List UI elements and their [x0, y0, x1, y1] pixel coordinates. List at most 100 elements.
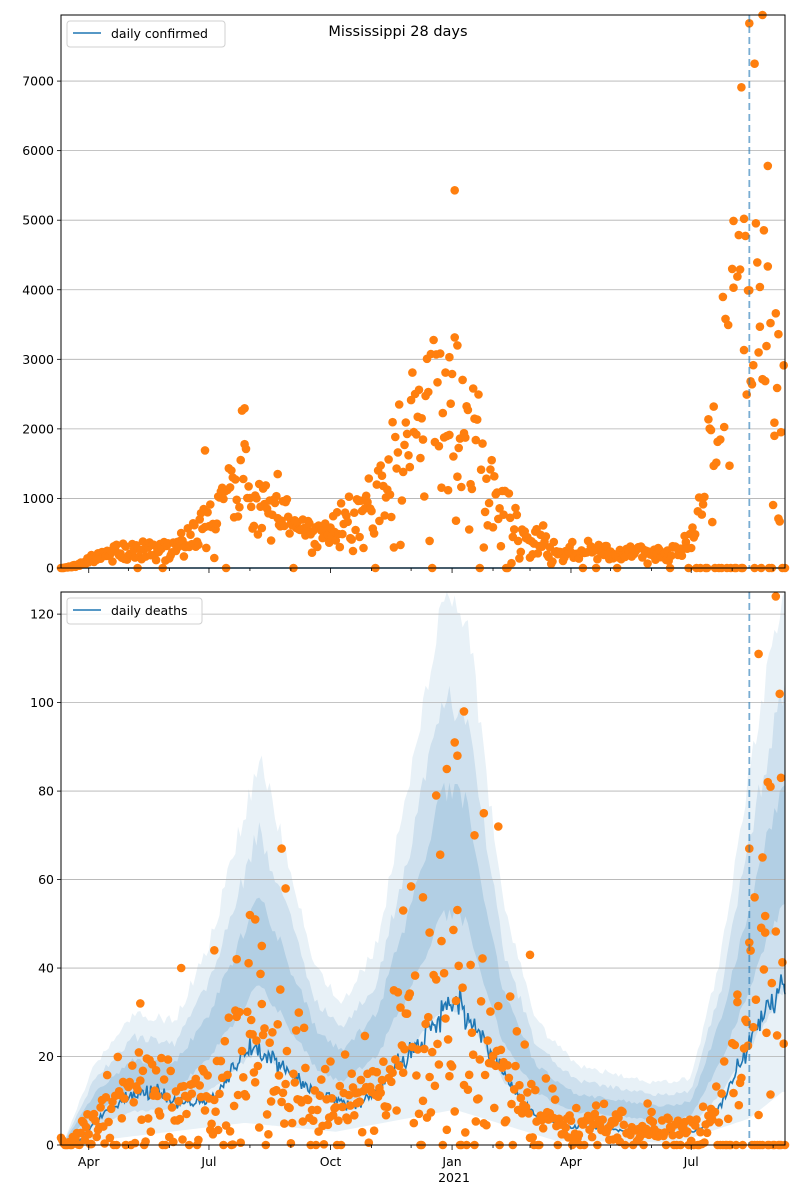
deaths-point-92	[178, 1135, 187, 1144]
deaths-point-487	[700, 1138, 709, 1147]
confirmed-point-272	[416, 453, 425, 463]
deaths-point-153	[258, 1030, 268, 1040]
deaths-point-542	[772, 1031, 782, 1040]
deaths-point-60	[136, 1076, 145, 1085]
deaths-legend-label: daily deaths	[111, 603, 188, 618]
confirmed-point-152	[257, 523, 267, 533]
deaths-point-99	[187, 1089, 197, 1098]
confirmed-point-308	[463, 405, 473, 415]
x-tick-label-5: Apr	[560, 1154, 582, 1169]
deaths-point-331	[494, 1001, 503, 1011]
confirmed-point-274	[418, 435, 428, 444]
deaths-point-119	[213, 1125, 223, 1135]
deaths-points	[56, 592, 790, 1150]
deaths-point-194	[313, 1105, 322, 1115]
deaths-y-tick-label-2: 40	[38, 961, 54, 976]
deaths-point-183	[298, 1117, 308, 1126]
deaths-y-tick-label-1: 20	[38, 1049, 54, 1064]
deaths-point-567	[479, 808, 489, 818]
confirmed-point-551	[273, 469, 283, 479]
confirmed-point-563	[763, 161, 773, 171]
confirmed-point-361	[533, 549, 543, 558]
deaths-point-328	[490, 1103, 499, 1113]
confirmed-point-286	[434, 441, 444, 451]
confirmed-point-252	[389, 543, 399, 552]
deaths-point-242	[376, 1088, 386, 1098]
confirmed-point-341	[507, 558, 516, 568]
deaths-point-55	[129, 1098, 138, 1107]
confirmed-point-190	[307, 548, 317, 557]
deaths-point-534	[762, 1028, 771, 1038]
deaths-point-569	[525, 950, 535, 960]
deaths-point-566	[470, 831, 479, 840]
confirmed-point-527	[753, 258, 762, 267]
confirmed-point-128	[225, 483, 235, 492]
deaths-point-386	[566, 1116, 576, 1125]
confirmed-point-209	[332, 508, 342, 517]
deaths-point-339	[504, 1073, 514, 1083]
deaths-point-185	[301, 1063, 310, 1073]
confirmed-point-194	[313, 542, 322, 552]
confirmed-point-245	[380, 511, 390, 520]
confirmed-y-tick-label-1: 1000	[22, 491, 54, 506]
deaths-point-126	[223, 1070, 232, 1080]
x-tick-label-4: Jan	[441, 1154, 461, 1169]
confirmed-point-541	[771, 309, 781, 318]
deaths-point-555	[257, 941, 267, 951]
deaths-band-0	[61, 592, 785, 1145]
deaths-point-95	[182, 1109, 191, 1119]
deaths-point-445	[644, 1130, 654, 1140]
confirmed-point-321	[480, 507, 490, 517]
confirmed-point-560	[750, 59, 759, 68]
confirmed-point-545	[776, 427, 786, 437]
deaths-point-367	[541, 1074, 551, 1083]
deaths-point-184	[299, 1023, 309, 1033]
confirmed-point-110	[202, 543, 211, 553]
deaths-point-83	[166, 1066, 175, 1076]
confirmed-point-306	[461, 433, 470, 442]
deaths-point-278	[424, 1012, 433, 1022]
confirmed-point-319	[478, 439, 487, 448]
deaths-point-559	[418, 893, 428, 902]
deaths-point-319	[478, 954, 487, 963]
deaths-point-294	[445, 1071, 454, 1081]
confirmed-point-293	[443, 485, 453, 495]
confirmed-point-162	[270, 498, 280, 508]
deaths-point-227	[356, 1075, 366, 1085]
confirmed-point-49	[121, 542, 130, 551]
confirmed-point-243	[377, 471, 387, 481]
deaths-point-565	[459, 707, 469, 716]
confirmed-point-249	[385, 490, 395, 499]
confirmed-point-542	[772, 383, 782, 393]
deaths-point-502	[719, 1057, 729, 1066]
deaths-point-474	[682, 1127, 692, 1136]
deaths-point-200	[320, 1064, 330, 1074]
deaths-point-524	[749, 1022, 758, 1032]
deaths-legend: daily deaths	[66, 597, 203, 625]
deaths-point-283	[430, 1081, 440, 1091]
confirmed-point-257	[396, 540, 405, 550]
confirmed-point-532	[759, 226, 769, 235]
confirmed-point-318	[476, 465, 486, 475]
deaths-point-528	[754, 1110, 763, 1120]
deaths-point-405	[591, 1101, 601, 1110]
deaths-point-299	[451, 996, 461, 1006]
deaths-point-351	[520, 1040, 529, 1049]
confirmed-point-221	[348, 546, 358, 556]
deaths-point-117	[211, 1107, 220, 1116]
deaths-point-444	[643, 1099, 652, 1108]
deaths-point-210	[334, 1116, 343, 1125]
deaths-point-80	[162, 1092, 171, 1101]
deaths-point-267	[409, 1118, 419, 1128]
deaths-point-520	[743, 1041, 753, 1050]
confirmed-point-444	[643, 559, 652, 568]
deaths-point-138	[239, 1073, 248, 1082]
confirmed-legend-box	[66, 20, 226, 48]
confirmed-point-478	[688, 523, 697, 532]
deaths-point-537	[766, 1090, 775, 1099]
confirmed-point-335	[499, 510, 508, 519]
confirmed-point-260	[400, 440, 409, 450]
confirmed-legend-label: daily confirmed	[111, 26, 208, 41]
confirmed-point-256	[394, 400, 404, 409]
deaths-point-145	[248, 1030, 257, 1039]
